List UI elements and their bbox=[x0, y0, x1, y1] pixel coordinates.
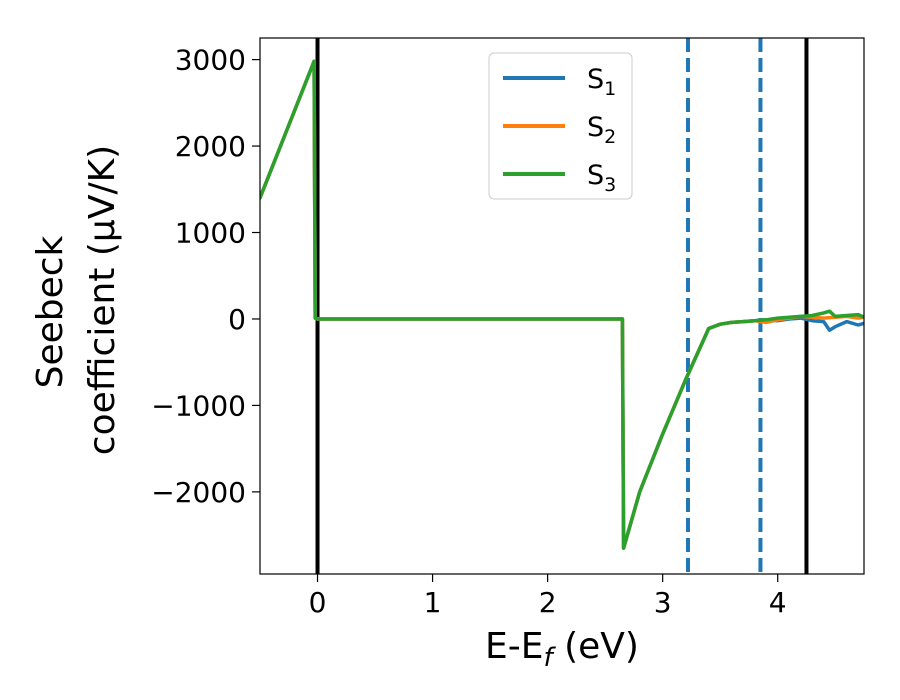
x-tick-label: 1 bbox=[424, 586, 442, 619]
y-tick-label: 2000 bbox=[175, 130, 246, 163]
x-axis-label: E-Ef (eV) bbox=[485, 626, 639, 673]
y-axis-ticks: −2000 −1000 0 1000 2000 3000 bbox=[151, 44, 260, 509]
series-line-s3 bbox=[260, 59, 864, 550]
legend-label-s2: S2 bbox=[587, 112, 616, 148]
reference-lines bbox=[315, 38, 809, 574]
plot-frame bbox=[259, 37, 865, 575]
legend-label-s3: S3 bbox=[587, 160, 616, 196]
series-group bbox=[260, 59, 864, 550]
y-tick-label: 3000 bbox=[175, 44, 246, 77]
x-tick-label: 2 bbox=[539, 586, 557, 619]
x-axis-ticks: 0 1 2 3 4 bbox=[309, 574, 787, 619]
x-tick-label: 3 bbox=[654, 586, 672, 619]
y-axis-label: Seebeck coefficient (μV/K) bbox=[30, 145, 123, 455]
legend: S1 S2 S3 bbox=[488, 52, 633, 200]
y-tick-label: −2000 bbox=[151, 476, 246, 509]
y-tick-label: 0 bbox=[228, 303, 246, 336]
x-tick-label: 4 bbox=[769, 586, 787, 619]
y-axis-label-line1: Seebeck bbox=[30, 235, 71, 388]
y-tick-label: 1000 bbox=[175, 217, 246, 250]
x-tick-label: 0 bbox=[309, 586, 327, 619]
y-tick-label: −1000 bbox=[151, 389, 246, 422]
legend-label-s1: S1 bbox=[587, 64, 616, 100]
y-axis-label-line2: coefficient (μV/K) bbox=[82, 145, 123, 455]
